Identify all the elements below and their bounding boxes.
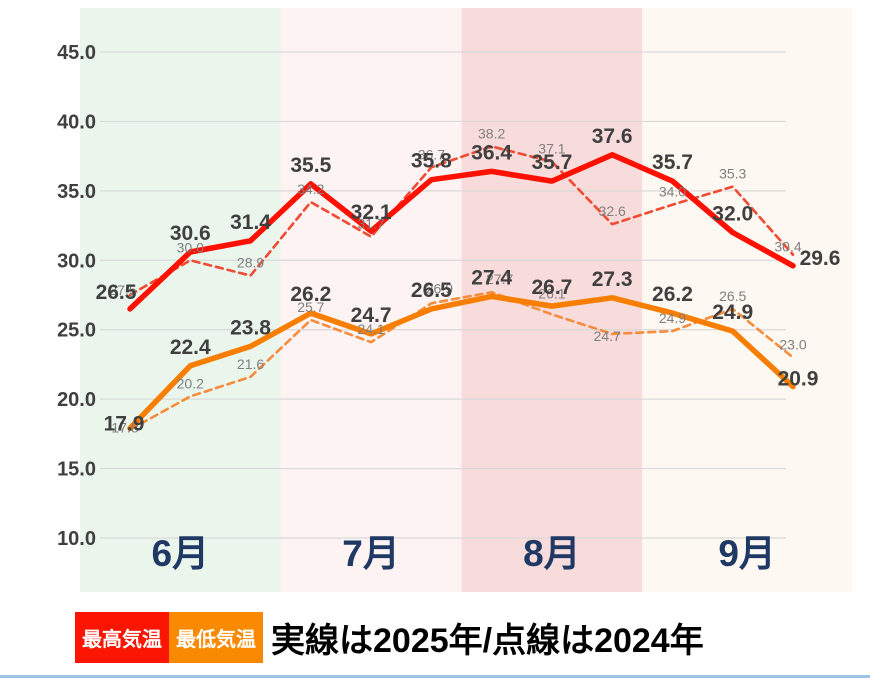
data-label-max-2025: 26.5 — [96, 281, 137, 304]
data-label-min-2024: 20.2 — [177, 375, 204, 391]
series-line-min-2025 — [127, 293, 796, 432]
month-band-4 — [642, 8, 852, 592]
legend-max-temp-chip: 最高気温 — [75, 612, 169, 663]
series-line-max-2024 — [128, 145, 795, 297]
data-label-max-2024: 28.9 — [237, 255, 264, 271]
series-line-max-2025 — [127, 152, 796, 312]
data-label-max-2025: 35.7 — [531, 151, 572, 174]
data-label-max-2025: 35.5 — [290, 154, 331, 177]
data-label-max-2024: 36.7 — [418, 146, 445, 162]
data-label-max-2024: 27.5 — [109, 282, 136, 298]
data-label-min-2025: 27.3 — [592, 268, 633, 291]
temperature-chart: 10.0 15.0 20.0 25.0 30.0 35.0 40.0 45.0 6月 7月 8月 9月… — [57, 8, 852, 592]
data-label-max-2024: 30.4 — [774, 239, 801, 255]
data-label-min-2025: 26.7 — [531, 276, 572, 299]
data-label-min-2025: 24.7 — [351, 304, 392, 327]
data-label-min-2024: 27.7 — [486, 271, 513, 287]
data-label-min-2025: 22.4 — [170, 336, 211, 359]
data-label-max-2025: 31.4 — [230, 211, 271, 234]
data-labels-max-2025: 26.5 30.6 31.4 35.5 32.1 35.8 36.4 35.7 37.6 35.7… — [96, 125, 841, 304]
y-axis-labels: 10.0 15.0 20.0 25.0 30.0 35.0 40.0 45.0 — [57, 42, 96, 550]
data-label-min-2025: 26.2 — [652, 283, 693, 306]
data-label-max-2025: 32.0 — [712, 203, 753, 226]
data-label-max-2025: 30.6 — [170, 222, 211, 245]
gridlines — [100, 51, 786, 539]
data-label-max-2024: 30.0 — [177, 239, 204, 255]
y-tick-label: 35.0 — [57, 181, 96, 203]
data-label-min-2025: 17.9 — [104, 412, 145, 435]
data-label-min-2024: 26.5 — [719, 288, 746, 304]
data-label-min-2024: 24.1 — [357, 321, 384, 337]
y-tick-label: 30.0 — [57, 250, 96, 272]
data-label-min-2024: 17.8 — [111, 420, 138, 436]
data-label-max-2025: 32.1 — [351, 201, 392, 224]
data-label-min-2025: 20.9 — [778, 368, 819, 391]
data-label-min-2024: 26.1 — [538, 285, 565, 301]
month-label-2: 7月 — [342, 533, 400, 574]
legend-note: 実線は2025年/点線は2024年 — [271, 622, 704, 660]
data-label-max-2025: 35.8 — [411, 150, 452, 173]
data-labels-min-2025: 17.9 22.4 23.8 26.2 24.7 26.5 27.4 26.7 27.3 26.2… — [104, 266, 819, 435]
bottom-divider — [0, 675, 870, 678]
data-label-min-2024: 21.6 — [237, 356, 264, 372]
data-label-max-2024: 38.2 — [478, 125, 505, 141]
month-label-1: 6月 — [152, 533, 210, 574]
data-label-max-2025: 29.6 — [800, 247, 841, 270]
data-label-min-2024: 25.7 — [297, 299, 324, 315]
data-labels-max-2024: 27.5 30.0 28.9 34.2 31.7 36.7 38.2 37.1 32.6 34.0… — [109, 125, 801, 298]
series-line-min-2024 — [128, 290, 795, 431]
data-label-min-2025: 26.2 — [290, 283, 331, 306]
data-labels-min-2024: 17.8 20.2 21.6 25.7 24.1 26.9 27.7 26.1 24.7 24.9… — [111, 271, 806, 435]
data-label-min-2025: 24.9 — [712, 301, 753, 324]
y-tick-label: 40.0 — [57, 111, 96, 133]
y-tick-label: 20.0 — [57, 389, 96, 411]
data-label-min-2025: 26.5 — [411, 279, 452, 302]
y-tick-label: 25.0 — [57, 320, 96, 342]
data-label-max-2024: 34.0 — [659, 184, 686, 200]
y-tick-label: 15.0 — [57, 459, 96, 481]
data-label-max-2024: 32.6 — [599, 203, 626, 219]
month-label-3: 8月 — [523, 533, 581, 574]
month-labels: 6月 7月 8月 9月 — [152, 533, 776, 574]
data-label-max-2024: 31.7 — [357, 216, 384, 232]
data-label-min-2024: 24.7 — [594, 328, 621, 344]
month-label-4: 9月 — [718, 533, 776, 574]
data-label-min-2025: 27.4 — [471, 266, 512, 289]
month-band-1 — [80, 8, 281, 592]
y-tick-label: 10.0 — [57, 528, 96, 550]
legend-max-temp-label: 最高気温 — [82, 629, 162, 651]
data-label-min-2024: 23.0 — [779, 336, 806, 352]
data-label-max-2024: 34.2 — [297, 181, 324, 197]
y-tick-label: 45.0 — [57, 42, 96, 64]
data-label-min-2024: 24.9 — [659, 310, 686, 326]
legend-min-temp-chip: 最低気温 — [169, 612, 263, 663]
data-label-min-2024: 26.9 — [426, 280, 453, 296]
data-label-max-2024: 37.1 — [538, 141, 565, 157]
data-label-max-2025: 35.7 — [652, 151, 693, 174]
data-label-max-2025: 36.4 — [471, 141, 512, 164]
data-label-max-2024: 35.3 — [719, 166, 746, 182]
month-band-2 — [280, 8, 462, 592]
data-label-min-2025: 23.8 — [230, 316, 271, 339]
legend-row: 最高気温 最低気温 実線は2025年/点線は2024年 — [75, 612, 704, 663]
legend-min-temp-label: 最低気温 — [176, 629, 256, 651]
data-label-max-2025: 37.6 — [592, 125, 633, 148]
